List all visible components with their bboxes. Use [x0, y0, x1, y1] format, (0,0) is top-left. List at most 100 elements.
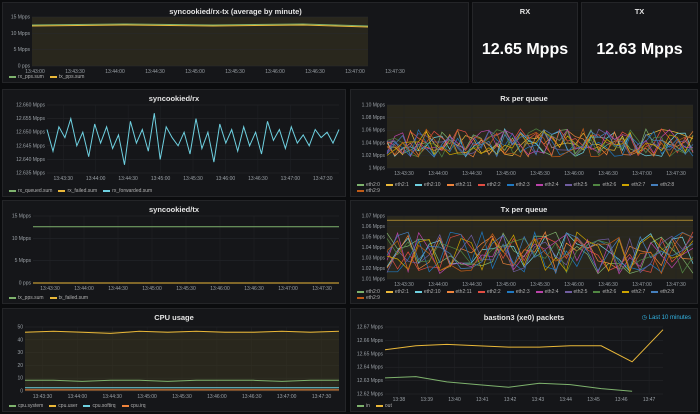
rx-forwarded-sum-line: [46, 113, 340, 165]
legend-swatch: [357, 190, 364, 192]
legend-item[interactable]: eth2:5: [564, 182, 587, 188]
panel-rx[interactable]: syncookied/rx 12.660 Mpps 12.655 Mpps 12.6…: [2, 89, 346, 197]
x-tick-label: 13:47: [643, 397, 656, 403]
y-tick-label: 12.65 Mpps: [357, 351, 384, 357]
panel-tx[interactable]: syncookied/tx 15 Mpps 10 Mpps 5 Mpps 0 pps 1…: [2, 200, 346, 304]
legend-item[interactable]: eth2:7: [622, 289, 645, 295]
legend-item[interactable]: eth2:9: [357, 295, 380, 301]
x-tick-label: 13:41: [476, 397, 489, 403]
tx-chart[interactable]: 15 Mpps 10 Mpps 5 Mpps 0 pps 13:43:30 13:44:0…: [3, 201, 346, 304]
x-tick-label: 13:40: [448, 397, 461, 403]
y-tick-label: 12.64 Mpps: [357, 365, 384, 371]
legend-item[interactable]: eth2:10: [414, 182, 441, 188]
legend-item[interactable]: cpu.irq: [121, 403, 146, 409]
legend-label: eth2:9: [366, 188, 380, 194]
legend-item[interactable]: tx_pps.sum: [9, 295, 44, 301]
legend-item[interactable]: eth2:7: [622, 182, 645, 188]
legend-item[interactable]: out: [375, 403, 392, 409]
legend-item[interactable]: eth2:3: [506, 289, 530, 295]
legend-item[interactable]: eth2:2: [477, 182, 501, 188]
legend-item[interactable]: tx_pps.sum: [49, 74, 84, 80]
legend-item[interactable]: in: [357, 403, 370, 409]
legend-item[interactable]: eth2:6: [593, 182, 616, 188]
legend-item[interactable]: eth2:9: [357, 188, 380, 194]
legend-item[interactable]: eth2:4: [535, 289, 559, 295]
legend-swatch: [564, 184, 572, 186]
legend-item[interactable]: eth2:5: [564, 289, 587, 295]
legend-item[interactable]: cpu.system: [9, 403, 43, 409]
legend-item[interactable]: eth2:4: [535, 182, 559, 188]
legend-item[interactable]: eth2:1: [385, 289, 409, 295]
panel-title[interactable]: syncookied/rx-tx (average by minute): [169, 7, 302, 16]
legend-item[interactable]: eth2:0: [357, 182, 380, 188]
legend-item[interactable]: eth2:11: [446, 289, 472, 295]
legend-item[interactable]: rx_pps.sum: [9, 74, 44, 80]
panel-title[interactable]: Rx per queue: [500, 94, 548, 103]
panel-tx-stat[interactable]: TX 12.63 Mpps: [581, 2, 698, 83]
y-tick-label: 50: [17, 325, 23, 331]
legend-item[interactable]: eth2:0: [357, 289, 380, 295]
legend-swatch: [593, 184, 601, 186]
x-tick-label: 13:44:30: [102, 394, 122, 400]
legend-item[interactable]: cpu.user: [49, 403, 77, 409]
legend-swatch: [593, 291, 601, 293]
x-tick-label: 13:46:00: [216, 176, 236, 182]
legend-label: eth2:6: [602, 182, 617, 188]
panel-rx-per-queue[interactable]: Rx per queue 1.10 Mpps 1.08 Mpps 1.06 Mpps…: [350, 89, 698, 197]
legend-item[interactable]: tx_failed.sum: [49, 295, 88, 301]
legend-item[interactable]: rx_queued.sum: [9, 188, 52, 194]
panel-bastion-packets[interactable]: bastion3 (xe0) packets ◷ Last 10 minutes…: [350, 308, 698, 412]
legend-item[interactable]: rx_failed.sum: [58, 188, 97, 194]
x-tick-label: 13:43:30: [394, 282, 414, 288]
out-line: [384, 329, 664, 363]
legend-item[interactable]: eth2:8: [651, 182, 674, 188]
panel-title[interactable]: Tx per queue: [500, 205, 548, 214]
cpu-usage-chart[interactable]: 50 40 30 20 10 0 13:43:30 13:44:00 13:44:30 13:45…: [3, 309, 346, 412]
rxtx-average-chart[interactable]: 15 Mpps 10 Mpps 5 Mpps 0 pps 13:43:00 13:43:…: [3, 3, 469, 83]
y-tick-label: 10 Mpps: [12, 236, 32, 242]
legend-item[interactable]: eth2:10: [414, 289, 441, 295]
legend-label: eth2:1: [394, 182, 409, 188]
rx-per-queue-chart[interactable]: 1.10 Mpps 1.08 Mpps 1.06 Mpps 1.04 Mpps 1.02…: [351, 90, 698, 197]
legend-item[interactable]: eth2:8: [651, 289, 674, 295]
legend-item[interactable]: eth2:2: [477, 289, 501, 295]
panel-title[interactable]: RX: [519, 7, 531, 16]
rx-stat-value: 12.65 Mpps: [481, 41, 569, 58]
legend-swatch: [58, 190, 66, 192]
rx-chart[interactable]: 12.660 Mpps 12.655 Mpps 12.650 Mpps 12.645 …: [3, 90, 346, 197]
panel-title[interactable]: syncookied/rx: [148, 94, 200, 103]
legend-swatch: [103, 190, 111, 192]
legend-item[interactable]: eth2:3: [506, 182, 530, 188]
legend-item[interactable]: eth2:1: [385, 182, 409, 188]
x-tick-label: 13:45:00: [185, 69, 205, 75]
panel-title[interactable]: CPU usage: [154, 313, 194, 322]
legend-label: eth2:0: [366, 182, 380, 188]
legend-item[interactable]: cpu.softirq: [83, 403, 116, 409]
queue-eth2-4-line: [386, 128, 693, 158]
panel-rxtx-average[interactable]: syncookied/rx-tx (average by minute) 15 …: [2, 2, 469, 83]
panel-tx-per-queue[interactable]: Tx per queue 1.07 Mpps 1.06 Mpps 1.05 Mpps…: [350, 200, 698, 304]
legend-swatch: [564, 291, 572, 293]
legend-label: out: [384, 403, 392, 409]
legend-swatch: [9, 297, 16, 299]
x-tick-label: 13:46:00: [210, 286, 230, 292]
bastion-packets-chart[interactable]: 12.67 Mpps 12.66 Mpps 12.65 Mpps 12.64 Mpps…: [351, 309, 698, 412]
x-tick-label: 13:47:00: [281, 176, 301, 182]
legend-label: eth2:0: [366, 289, 380, 295]
queue-eth2-7-line: [386, 231, 694, 274]
x-tick-label: 13:45:00: [496, 171, 516, 177]
panel-title[interactable]: bastion3 (xe0) packets: [483, 313, 565, 322]
panel-title[interactable]: TX: [634, 7, 645, 16]
panel-cpu-usage[interactable]: CPU usage 50 40 30 20 10 0 13:43:30 13:44:00 13:…: [2, 308, 346, 412]
legend-label: in: [366, 403, 370, 409]
legend-item[interactable]: rx_forwarded.sum: [103, 188, 152, 194]
legend-item[interactable]: eth2:11: [446, 182, 472, 188]
x-tick-label: 13:46:00: [265, 69, 285, 75]
legend-item[interactable]: eth2:6: [593, 289, 616, 295]
tx-per-queue-chart[interactable]: 1.07 Mpps 1.06 Mpps 1.05 Mpps 1.04 Mpps 1.03…: [351, 201, 698, 304]
legend-label: cpu.irq: [130, 403, 146, 409]
x-tick-label: 13:46:30: [242, 394, 262, 400]
panel-title[interactable]: syncookied/tx: [148, 205, 200, 214]
time-range-picker[interactable]: ◷ Last 10 minutes: [642, 314, 691, 321]
panel-rx-stat[interactable]: RX 12.65 Mpps: [472, 2, 578, 83]
